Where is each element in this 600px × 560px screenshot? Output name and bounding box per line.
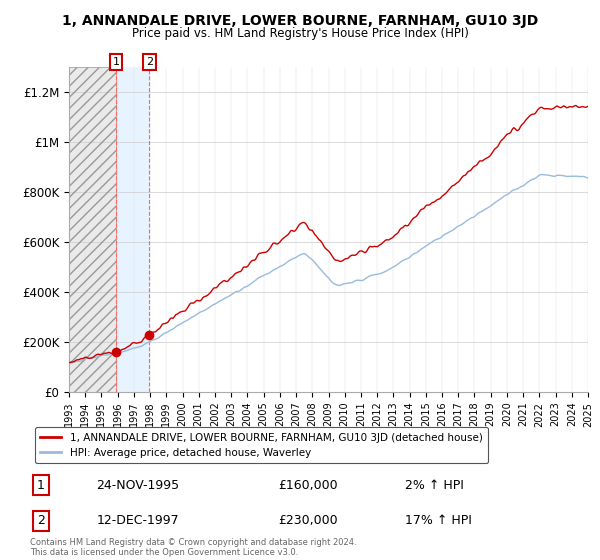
Bar bbox=[69, 67, 116, 392]
Text: 17% ↑ HPI: 17% ↑ HPI bbox=[406, 514, 472, 528]
Text: 1: 1 bbox=[113, 57, 119, 67]
Bar bbox=[116, 67, 149, 392]
Text: 24-NOV-1995: 24-NOV-1995 bbox=[96, 479, 179, 492]
Legend: 1, ANNANDALE DRIVE, LOWER BOURNE, FARNHAM, GU10 3JD (detached house), HPI: Avera: 1, ANNANDALE DRIVE, LOWER BOURNE, FARNHA… bbox=[35, 427, 488, 463]
Text: Contains HM Land Registry data © Crown copyright and database right 2024.
This d: Contains HM Land Registry data © Crown c… bbox=[30, 538, 356, 557]
Text: 1, ANNANDALE DRIVE, LOWER BOURNE, FARNHAM, GU10 3JD: 1, ANNANDALE DRIVE, LOWER BOURNE, FARNHA… bbox=[62, 14, 538, 28]
Text: 2: 2 bbox=[146, 57, 153, 67]
Text: 2% ↑ HPI: 2% ↑ HPI bbox=[406, 479, 464, 492]
Text: £230,000: £230,000 bbox=[278, 514, 338, 528]
Text: Price paid vs. HM Land Registry's House Price Index (HPI): Price paid vs. HM Land Registry's House … bbox=[131, 27, 469, 40]
Text: £160,000: £160,000 bbox=[278, 479, 338, 492]
Text: 1: 1 bbox=[37, 479, 45, 492]
Text: 2: 2 bbox=[37, 514, 45, 528]
Text: 12-DEC-1997: 12-DEC-1997 bbox=[96, 514, 179, 528]
Bar bbox=[69, 67, 116, 392]
